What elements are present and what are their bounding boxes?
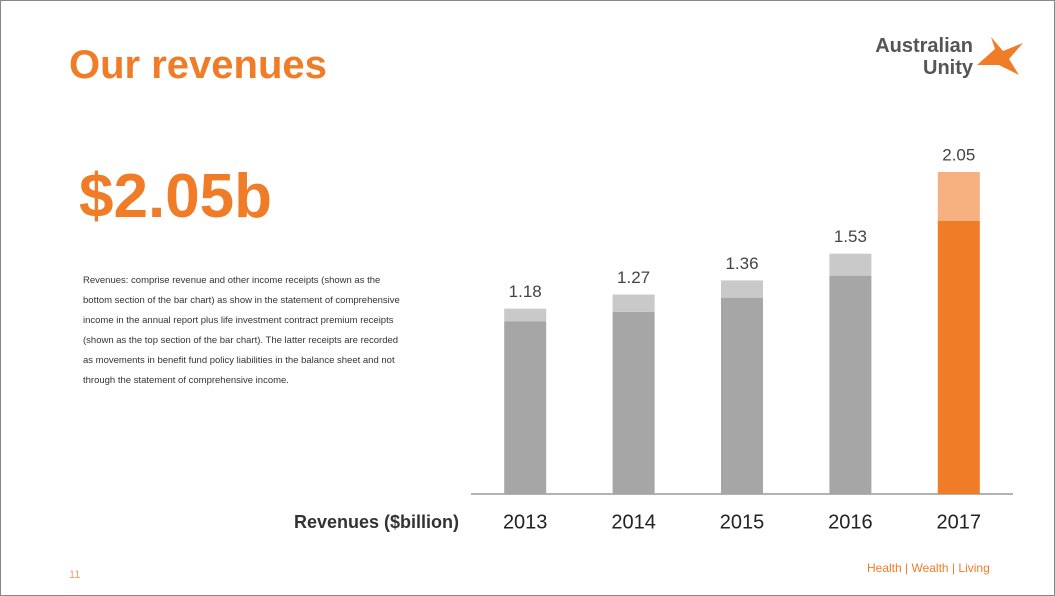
- total-label: 1.53: [834, 227, 867, 246]
- logo-text: Australian: [875, 35, 973, 57]
- page-number: 11: [69, 569, 81, 581]
- bar-segment: [937, 172, 980, 221]
- logo-bird: [977, 37, 1023, 75]
- tagline: Health | Wealth | Living: [867, 561, 990, 575]
- bar-segment: [504, 308, 547, 322]
- x-axis-label: Revenues ($billion): [294, 512, 459, 532]
- bar-segment: [937, 220, 980, 494]
- bar-segment: [612, 294, 655, 312]
- x-tick-label: 2014: [611, 511, 656, 533]
- bar-segment: [721, 280, 763, 298]
- bar-segment: [829, 253, 872, 276]
- total-label: 1.18: [509, 282, 542, 301]
- total-label: 2.05: [942, 145, 975, 164]
- slide-title: Our revenues: [69, 43, 327, 87]
- headline: $2.05b: [79, 162, 273, 231]
- note: Revenues: comprise revenue and other inc…: [83, 275, 400, 386]
- total-label: 1.27: [617, 268, 650, 287]
- logo: Australian Unity: [853, 35, 973, 79]
- x-tick-label: 2017: [937, 511, 982, 533]
- x-tick-label: 2013: [503, 511, 548, 533]
- bar-segment: [829, 275, 872, 494]
- logo-text: Unity: [923, 57, 973, 79]
- x-tick-label: 2015: [720, 511, 765, 533]
- bar-segment: [612, 311, 655, 494]
- x-tick-label: 2016: [828, 511, 873, 533]
- total-label: 1.36: [725, 254, 758, 273]
- bar-segment: [504, 321, 547, 494]
- bar-segment: [721, 297, 763, 494]
